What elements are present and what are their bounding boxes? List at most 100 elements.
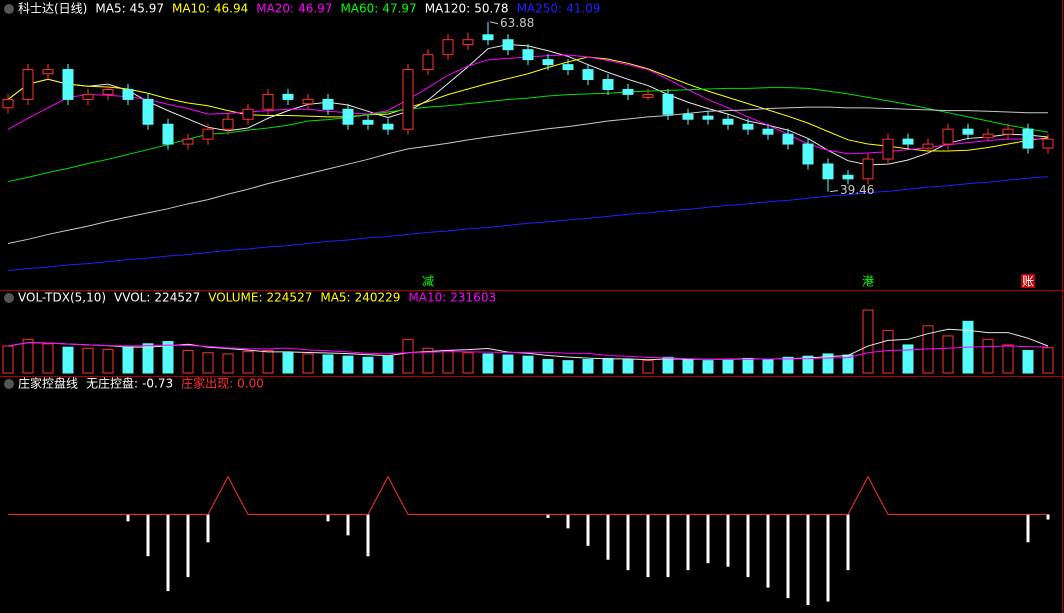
candle-body <box>542 59 554 66</box>
volume-bar <box>242 351 254 374</box>
volume-bar <box>302 353 314 374</box>
volume-bar <box>42 343 54 374</box>
legend-value: 240229 <box>355 291 401 305</box>
ma-line <box>7 176 1049 272</box>
candle-body <box>302 98 314 105</box>
legend-value: 45.97 <box>130 2 164 16</box>
panel-icon <box>4 379 14 389</box>
candle-body <box>862 158 874 180</box>
indicator-bar <box>586 514 590 546</box>
legend-label: MA20: <box>256 2 294 16</box>
volume-bar <box>782 356 794 374</box>
candle-body <box>342 108 354 125</box>
volume-bar <box>382 355 394 374</box>
candle-body <box>402 69 414 130</box>
volume-bar <box>122 346 134 374</box>
volume-bar <box>982 338 994 374</box>
volume-bar <box>422 347 434 374</box>
legend-value: 50.78 <box>474 2 508 16</box>
indicator-bar <box>726 514 730 567</box>
candle-body <box>202 128 214 140</box>
indicator-bar <box>186 514 190 578</box>
volume-bar <box>542 359 554 374</box>
candle-body <box>42 69 54 75</box>
legend-label: MA10: <box>172 2 210 16</box>
indicator-bar <box>346 514 350 536</box>
volume-bar <box>162 341 174 374</box>
event-marker: 港 <box>862 275 874 289</box>
volume-bar <box>2 345 14 374</box>
candle-body <box>422 54 434 71</box>
indicator-bar <box>746 514 750 578</box>
candle-body <box>482 34 494 41</box>
candle-body <box>1002 128 1014 135</box>
indicator-bar <box>626 514 630 571</box>
indicator-line <box>8 475 1048 515</box>
legend-label: 无庄控盘: <box>86 376 138 391</box>
candle-body <box>442 39 454 56</box>
indicator-bar <box>646 514 650 578</box>
volume-bar <box>942 335 954 374</box>
volume-ma-line <box>7 328 1049 361</box>
candle-body <box>382 123 394 130</box>
candle-body <box>102 88 114 95</box>
indicator-bar <box>786 514 790 599</box>
legend-value: 224527 <box>154 291 200 305</box>
indicator-bar <box>846 514 850 571</box>
candle-body <box>82 93 94 100</box>
legend-value: 46.94 <box>214 2 248 16</box>
volume-bar <box>902 344 914 374</box>
volume-bar <box>1022 350 1034 374</box>
indicator-bar <box>766 514 770 588</box>
volume-bar <box>682 359 694 374</box>
candle-body <box>682 113 694 120</box>
indicator-bar <box>326 514 330 522</box>
candle-body <box>902 138 914 145</box>
candle-body <box>122 88 134 100</box>
volume-bar <box>362 356 374 374</box>
volume-bar <box>602 357 614 374</box>
candle-body <box>362 119 374 125</box>
volume-bar <box>202 352 214 374</box>
event-marker: 减 <box>422 275 434 289</box>
legend-label: MA10: <box>408 291 446 305</box>
volume-bar <box>102 348 114 374</box>
candle-body <box>22 69 34 100</box>
annotation-label: 39.46 <box>840 183 874 197</box>
volume-bar <box>742 357 754 374</box>
volume-bar <box>662 356 674 374</box>
panel-icon <box>4 4 14 14</box>
volume-bar <box>82 347 94 374</box>
legend-label: MA250: <box>517 2 563 16</box>
volume-bar <box>282 352 294 374</box>
indicator-bar <box>366 514 370 557</box>
indicator-bar <box>666 514 670 578</box>
volume-bar <box>562 360 574 374</box>
volume-bar <box>222 353 234 374</box>
candle-body <box>1042 138 1054 149</box>
annotation-arrow <box>829 190 839 193</box>
panel-icon <box>4 293 14 303</box>
indicator-bar <box>1046 514 1050 520</box>
candle-body <box>282 93 294 100</box>
indicator-bar <box>706 514 710 564</box>
candle-body <box>922 143 934 149</box>
candle-body <box>822 163 834 180</box>
candle-body <box>982 133 994 139</box>
candle-body <box>662 93 674 115</box>
candle-body <box>322 98 334 110</box>
candle-body <box>622 88 634 95</box>
candle-body <box>162 123 174 145</box>
legend-value: 41.09 <box>566 2 600 16</box>
panel-title: 科士达(日线) <box>18 2 87 16</box>
candle-body <box>722 118 734 125</box>
candle-body <box>962 128 974 135</box>
legend-label: VOLUME: <box>208 291 262 305</box>
legend-value: 47.97 <box>382 2 416 16</box>
candle-body <box>842 174 854 180</box>
candle-body <box>242 108 254 120</box>
legend-label: MA120: <box>425 2 471 16</box>
indicator-bar <box>126 514 130 522</box>
candle-body <box>562 64 574 71</box>
